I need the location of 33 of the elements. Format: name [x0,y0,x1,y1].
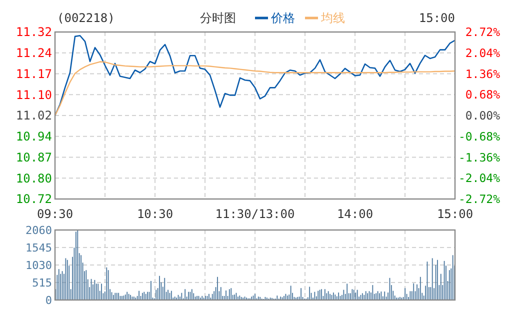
legend-label: 均线 [320,11,345,25]
x-tick-label: 14:00 [336,207,374,221]
y-tick-label: 11.02 [16,108,52,123]
y2-tick-label: 1.36% [465,66,500,81]
chart-title: (002218) [57,11,115,25]
y-tick-label: 11.10 [16,88,52,102]
legend-label: 价格 [270,11,295,25]
x-tick-label: 10:30 [136,207,174,221]
y2-tick-label: 2.04% [465,46,500,60]
x-tick-label: 11:30/13:00 [215,207,295,221]
y2-tick-label: -1.36% [458,150,500,164]
y-tick-label: 10.87 [16,150,52,164]
y2-tick-label: 0.68% [465,88,500,102]
y-tick-label: 1030 [26,258,52,272]
y-tick-label: 11.24 [16,46,52,60]
y-tick-label: 10.80 [16,171,52,186]
y-tick-label: 515 [32,276,52,290]
text: 15:00 [418,11,455,25]
y-tick-label: 11.17 [16,66,52,81]
y-tick-label: 0 [45,294,52,307]
y2-tick-label: 0.00% [465,108,500,123]
y-tick-label: 1545 [26,241,52,254]
chart-subtitle: 分时图 [200,11,236,25]
y-tick-label: 10.72 [16,192,52,206]
y-tick-label: 11.32 [16,25,52,40]
y2-tick-label: -0.68% [458,129,500,144]
x-tick-label: 15:00 [436,207,474,221]
y2-tick-label: -2.72% [458,192,500,206]
y2-tick-label: 2.72% [465,25,500,40]
y-tick-label: 2060 [26,224,52,237]
y-tick-label: 10.94 [16,130,52,144]
y2-tick-label: -2.04% [458,171,500,186]
x-tick-label: 09:30 [36,207,74,221]
